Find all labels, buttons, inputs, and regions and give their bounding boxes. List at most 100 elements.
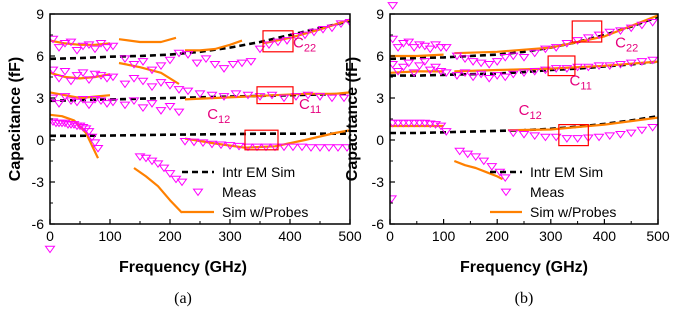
chart-panel-b: C22 C11 C12 0 100 200 300 400 500 -6 -3 0 3 6 9 Capac… — [344, 2, 670, 307]
meas-point — [459, 55, 471, 64]
meas-point — [242, 143, 254, 152]
xlabel-a: Frequency (GHz) — [119, 259, 247, 276]
meas-point — [278, 143, 290, 152]
meas-point — [107, 73, 119, 82]
legend-meas-swatch — [500, 188, 512, 197]
meas-point — [625, 129, 637, 138]
meas-point — [408, 44, 420, 52]
meas-point — [71, 72, 83, 80]
meas-point — [435, 44, 447, 52]
meas-point — [251, 143, 263, 152]
meas-point — [152, 160, 164, 169]
meas-point — [486, 163, 498, 171]
meas-point — [440, 128, 452, 136]
meas-point — [636, 126, 648, 135]
meas-point — [507, 129, 519, 138]
meas-point — [164, 81, 176, 90]
ylabel-b: Capacitance (fF) — [344, 57, 361, 181]
meas-point — [615, 130, 626, 139]
meas-point — [647, 18, 658, 27]
meas-point — [299, 31, 311, 40]
meas-point — [188, 138, 200, 147]
sim-probes-line — [454, 60, 658, 73]
ticks-b: 0 100 200 300 400 500 -6 -3 0 3 6 9 — [372, 6, 670, 244]
meas-point — [403, 38, 415, 47]
meas-point — [507, 52, 519, 61]
meas-point — [182, 87, 194, 96]
meas-point — [269, 143, 281, 152]
meas-point — [158, 164, 170, 173]
meas-point — [507, 70, 519, 79]
meas-point — [77, 95, 89, 104]
meas-point — [101, 74, 113, 83]
x-tick-label: 0 — [386, 228, 394, 244]
meas-point — [59, 39, 71, 48]
highlight-box — [262, 30, 294, 53]
meas-point — [278, 94, 290, 103]
meas-point — [173, 108, 185, 117]
meas-point — [550, 44, 562, 52]
sim-probes-line — [50, 91, 111, 100]
meas-point — [263, 41, 275, 50]
meas-point — [254, 93, 266, 101]
curve-label: C12 — [207, 106, 230, 126]
meas-point — [561, 65, 573, 73]
meas-point — [128, 74, 140, 83]
meas-point — [191, 59, 203, 68]
meas-point — [390, 195, 398, 204]
meas-point — [529, 132, 541, 141]
outside-markers — [387, 2, 399, 10]
highlight-box — [244, 129, 279, 151]
meas-point — [435, 122, 447, 131]
meas-point — [137, 104, 149, 113]
meas-point — [290, 93, 302, 101]
meas-point — [625, 59, 637, 68]
meas-point — [440, 44, 452, 52]
meas-point — [582, 34, 594, 43]
meas-point — [593, 133, 605, 142]
meas-point — [101, 44, 113, 52]
meas-point — [173, 49, 185, 58]
meas-point — [218, 65, 230, 73]
meas-point — [176, 178, 188, 187]
meas-point — [483, 60, 495, 69]
meas-point — [440, 69, 452, 78]
meas-point — [272, 38, 284, 47]
legend-intr-label: Intr EM Sim — [530, 164, 603, 180]
meas-point — [499, 174, 511, 183]
meas-point — [491, 72, 503, 80]
meas-point — [233, 142, 245, 151]
panel-label-b: (b) — [515, 290, 534, 307]
meas-point — [146, 83, 158, 92]
meas-point — [164, 170, 176, 178]
meas-point — [593, 62, 605, 71]
meas-point — [296, 143, 308, 152]
legend-meas-label: Meas — [530, 184, 564, 200]
curve-label: C11 — [299, 96, 321, 116]
curve-label: C11 — [570, 72, 592, 92]
meas-point — [308, 28, 320, 37]
meas-point — [387, 2, 399, 10]
y-tick-label: 3 — [376, 90, 384, 106]
meas-point — [65, 38, 77, 47]
meas-point — [397, 39, 409, 48]
meas-point — [86, 133, 98, 142]
meas-point — [483, 74, 495, 83]
meas-point — [227, 60, 239, 69]
meas-point — [475, 70, 487, 79]
y-tick-label: 0 — [36, 132, 44, 148]
meas-point — [182, 51, 194, 59]
ylabel-a: Capacitance (fF) — [7, 57, 24, 181]
highlight-box — [558, 123, 589, 147]
meas-point — [209, 60, 221, 69]
meas-point — [89, 45, 101, 54]
meas-point — [290, 32, 302, 41]
highlight-box — [571, 20, 603, 43]
meas-point — [615, 60, 626, 69]
meas-point — [197, 139, 209, 148]
meas-point — [561, 135, 573, 143]
meas-point — [499, 73, 511, 82]
meas-point — [403, 59, 415, 68]
meas-point — [194, 90, 206, 99]
meas-point — [83, 101, 95, 110]
